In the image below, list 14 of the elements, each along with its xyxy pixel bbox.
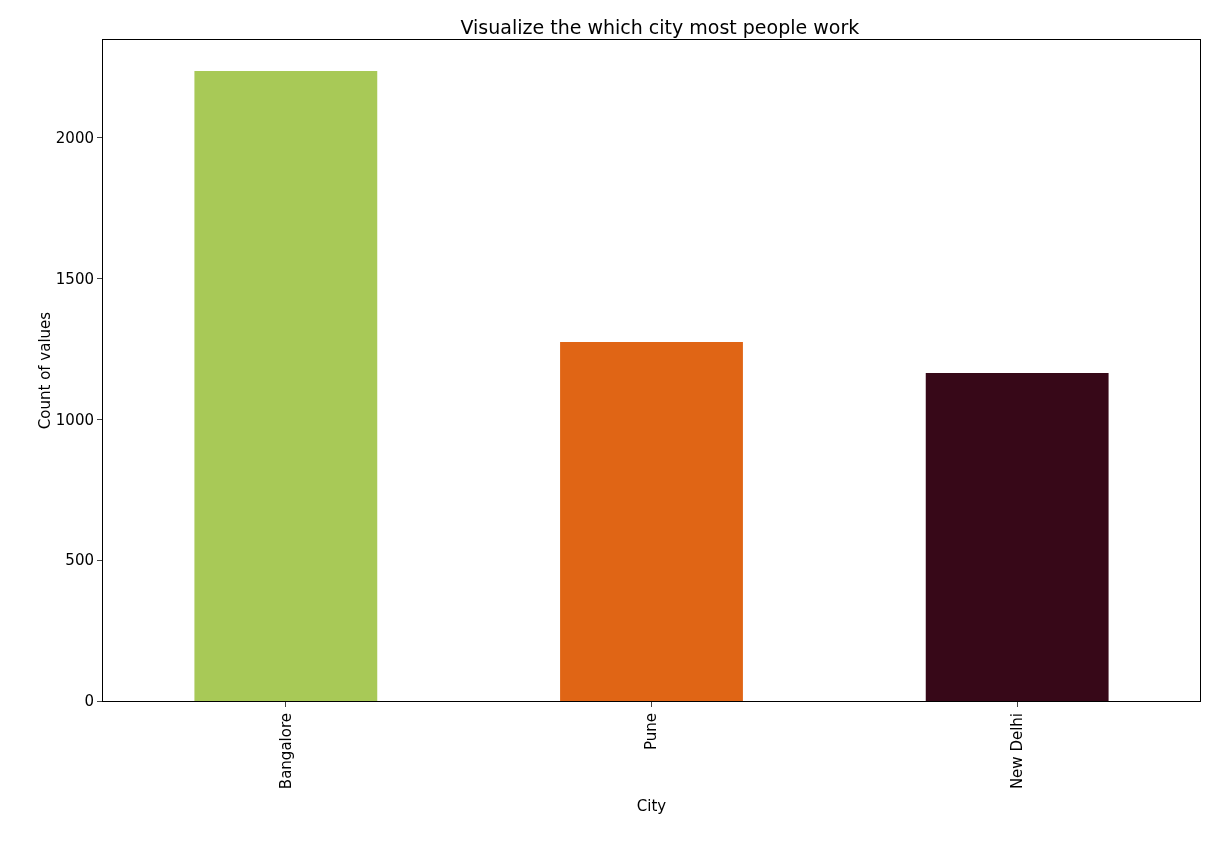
x-tick-label: New Delhi bbox=[1008, 713, 1027, 790]
y-tick-label: 1000 bbox=[55, 410, 94, 429]
y-axis-title: Count of values bbox=[35, 311, 54, 430]
x-tick-label: Pune bbox=[642, 713, 661, 751]
x-axis-title: City bbox=[636, 797, 667, 816]
bar bbox=[194, 70, 378, 701]
x-tick-label: Bangalore bbox=[276, 713, 295, 790]
bar bbox=[560, 342, 743, 701]
chart-title: Visualize the which city most people work bbox=[460, 16, 860, 39]
y-tick-label: 500 bbox=[65, 551, 94, 570]
y-tick-label: 0 bbox=[84, 692, 94, 711]
bar bbox=[925, 373, 1109, 701]
y-tick-label: 2000 bbox=[55, 129, 94, 148]
y-tick-label: 1500 bbox=[55, 269, 94, 288]
